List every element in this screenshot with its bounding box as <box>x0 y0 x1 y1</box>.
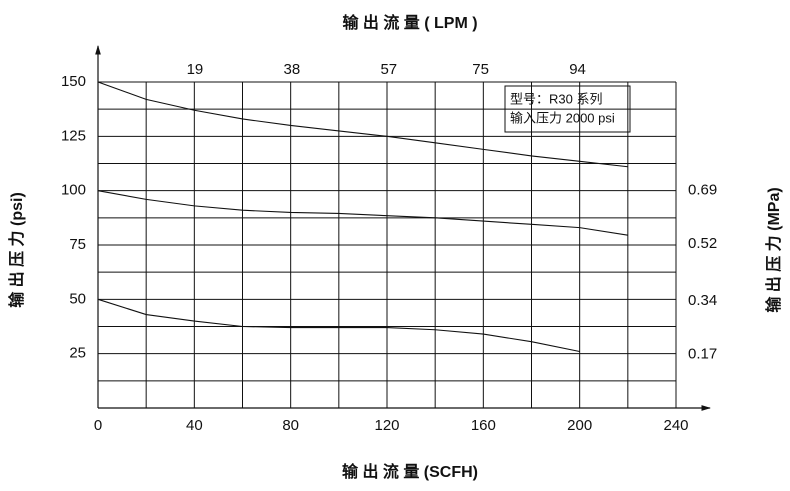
y-tick-label: 125 <box>61 127 86 144</box>
x2-axis-label: 输 出 流 量 ( LPM ) <box>342 13 477 32</box>
x-tick-label: 0 <box>94 417 102 434</box>
y-tick-label: 100 <box>61 182 86 199</box>
x2-tick-label: 19 <box>187 61 204 78</box>
annotation: 输入压力 2000 psi <box>510 110 615 125</box>
x2-tick-label: 94 <box>569 61 586 78</box>
x2-tick-label: 57 <box>380 61 397 78</box>
x-tick-label: 160 <box>471 417 496 434</box>
series-line <box>97 81 628 168</box>
y2-tick-label: 0.34 <box>688 292 717 309</box>
series-line <box>97 298 580 353</box>
x-tick-label: 120 <box>374 417 399 434</box>
x-axis-label: 输 出 流 量 (SCFH) <box>342 462 478 481</box>
x-tick-label: 200 <box>567 417 592 434</box>
y2-tick-label: 0.52 <box>688 235 717 252</box>
y-tick-label: 150 <box>61 73 86 90</box>
series-line <box>97 190 628 236</box>
x2-tick-label: 75 <box>472 61 489 78</box>
y2-tick-label: 0.69 <box>688 181 717 198</box>
x-tick-label: 240 <box>663 417 688 434</box>
y-tick-label: 25 <box>69 345 86 362</box>
y2-axis-label: 输 出 压 力 (MPa) <box>764 187 783 312</box>
y-tick-label: 75 <box>69 236 86 253</box>
y-tick-label: 50 <box>69 290 86 307</box>
y-axis-label: 输 出 压 力 (psi) <box>7 192 26 308</box>
x-tick-label: 40 <box>186 417 203 434</box>
x-tick-label: 80 <box>282 417 299 434</box>
annotation: 型号：R30 系列 <box>510 91 602 106</box>
y2-tick-label: 0.17 <box>688 345 717 362</box>
x2-tick-label: 38 <box>284 61 301 78</box>
